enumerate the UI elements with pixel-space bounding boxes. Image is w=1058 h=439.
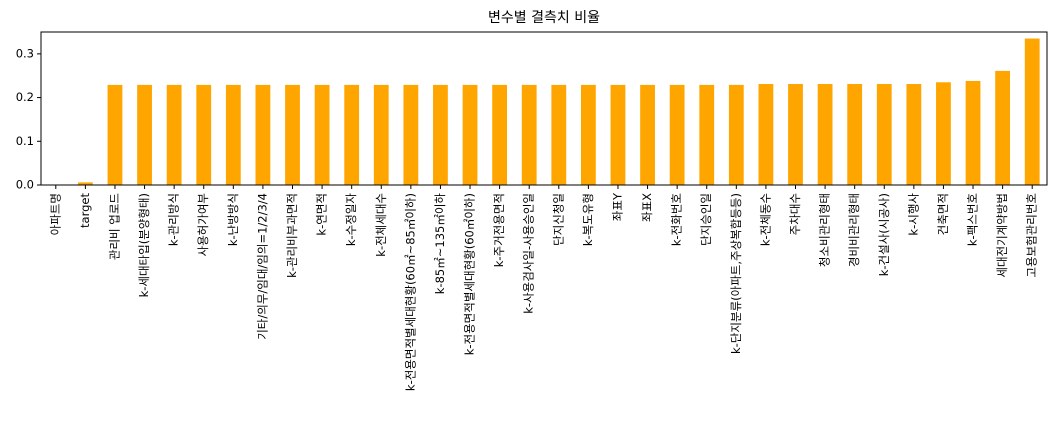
- bar-4: [166, 84, 182, 185]
- bar-33: [1024, 38, 1040, 185]
- bar-13: [433, 84, 448, 185]
- x-tick-label: k-난방방식: [226, 193, 240, 246]
- bar-23: [728, 84, 744, 185]
- x-tick-label: 단지신청일: [551, 193, 565, 246]
- x-tick-label: 좌표X: [640, 193, 654, 222]
- bar-12: [403, 84, 419, 185]
- x-tick-label: k-건설사(시공사): [877, 193, 891, 276]
- x-tick-label: k-관리방식: [167, 193, 181, 246]
- x-tick-label: k-전용면적별세대현황(60㎡~85㎡이하): [403, 193, 417, 391]
- x-tick-label: k-전용면적별세대현황(60㎡이하): [463, 193, 477, 355]
- x-tick-label: k-관리비부과면적: [285, 193, 299, 278]
- plot-frame: [40, 31, 1048, 186]
- bar-7: [255, 84, 271, 185]
- bar-19: [610, 84, 626, 185]
- bar-5: [196, 84, 212, 185]
- x-tick-label: k-팩스번호: [966, 193, 980, 246]
- x-tick-label: 주차대수: [788, 193, 802, 235]
- x-tick-label: 기타/의무/임대/임의=1/2/3/4: [255, 193, 269, 340]
- x-axis: 아파트명 target 관리비 업로드 k-세대타입(분양형태) k-관리방식 사용허가여…: [48, 185, 1039, 391]
- x-tick-label: k-전체동수: [758, 193, 772, 246]
- y-tick-label: 0.3: [16, 46, 34, 60]
- x-tick-label: k-연면적: [315, 193, 329, 236]
- bar-8: [285, 84, 300, 185]
- bar-2: [107, 84, 123, 185]
- x-tick-label: k-주거전용면적: [492, 193, 506, 267]
- x-tick-label: 단지승인일: [699, 193, 713, 246]
- bar-22: [699, 84, 715, 185]
- bar-15: [492, 84, 508, 185]
- x-tick-label: 사용허가여부: [196, 193, 210, 256]
- bar-10: [344, 84, 360, 185]
- bar-28: [876, 84, 892, 185]
- x-tick-label: k-복도유형: [581, 193, 595, 246]
- bar-32: [995, 70, 1011, 185]
- bars-group: [48, 38, 1040, 186]
- bar-29: [906, 84, 922, 185]
- y-axis: 0.0 0.1 0.2 0.3: [16, 46, 41, 192]
- bar-21: [669, 84, 685, 185]
- x-tick-label: k-전체세대수: [374, 193, 388, 257]
- x-tick-label: 청소비관리형태: [818, 193, 832, 267]
- bar-27: [847, 84, 863, 185]
- y-tick-label: 0.1: [16, 134, 34, 148]
- y-tick-label: 0.0: [16, 178, 34, 192]
- bar-18: [580, 84, 596, 185]
- x-tick-label: k-세대타입(분양형태): [137, 193, 151, 297]
- bar-1: [77, 182, 93, 185]
- bar-30: [936, 82, 951, 185]
- bar-11: [373, 84, 389, 185]
- x-tick-label: 세대전기계약방법: [995, 193, 1009, 278]
- bar-16: [521, 84, 537, 185]
- x-tick-label: target: [78, 193, 92, 228]
- x-tick-label: k-시행사: [906, 193, 920, 236]
- bar-3: [137, 84, 152, 185]
- bar-20: [640, 84, 655, 185]
- x-tick-label: 아파트명: [48, 193, 62, 235]
- x-tick-label: k-전화번호: [670, 193, 684, 246]
- bar-24: [758, 84, 774, 185]
- bar-31: [965, 80, 981, 185]
- x-tick-label: 경비비관리형태: [847, 193, 861, 267]
- chart-title: 변수별 결측치 비율: [488, 10, 600, 26]
- bar-26: [817, 84, 833, 185]
- bar-9: [314, 84, 330, 185]
- bar-14: [462, 84, 478, 185]
- y-tick-label: 0.2: [16, 90, 34, 104]
- x-tick-label: 건축면적: [936, 193, 950, 235]
- bar-17: [551, 84, 567, 185]
- x-tick-label: k-단지분류(아파트,주상복합등등): [729, 193, 743, 354]
- x-tick-label: k-85㎡~135㎡이하: [433, 193, 447, 295]
- x-tick-label: k-사용검사일-사용승인일: [522, 193, 536, 314]
- bar-6: [225, 84, 241, 185]
- x-tick-label: 좌표Y: [610, 192, 624, 221]
- bar-25: [788, 84, 803, 185]
- x-tick-label: k-수정일자: [344, 193, 358, 247]
- x-tick-label: 관리비 업로드: [107, 193, 121, 260]
- x-tick-label: 고용보험관리번호: [1025, 193, 1039, 278]
